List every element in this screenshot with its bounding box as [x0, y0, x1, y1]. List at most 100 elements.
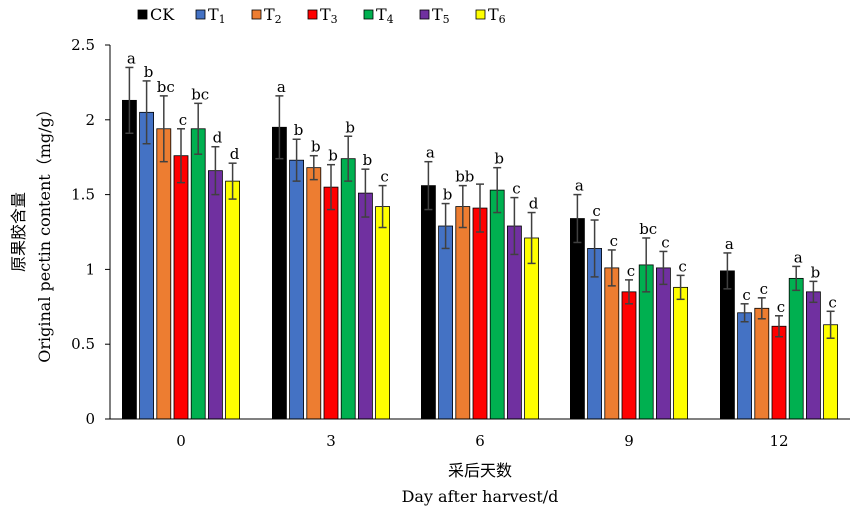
bar — [524, 237, 539, 420]
y-tick-label: 0 — [85, 410, 95, 428]
legend-label: T5 — [432, 5, 450, 26]
y-tick-label: 1 — [85, 260, 95, 278]
bar — [604, 267, 620, 420]
bar — [207, 170, 223, 420]
significance-label: a — [575, 177, 584, 195]
legend-swatch — [475, 9, 486, 20]
y-tick-label: 0.5 — [71, 335, 95, 353]
significance-label: a — [725, 235, 734, 253]
x-tick-label: 9 — [624, 432, 634, 450]
significance-label: b — [294, 121, 304, 139]
axes — [109, 45, 850, 420]
significance-label: a — [426, 144, 435, 162]
legend-swatch — [251, 9, 262, 20]
significance-label: c — [610, 232, 618, 250]
legend: CK T1 T2 T3 T4 T5 T6 — [137, 5, 506, 26]
significance-label: c — [627, 262, 635, 280]
y-axis-title-cn: 原果胶含量 — [9, 192, 28, 272]
bar — [340, 158, 356, 420]
bar — [271, 126, 287, 420]
significance-label: bc — [639, 220, 657, 238]
significance-label: b — [363, 151, 373, 169]
y-tick-label: 1.5 — [71, 186, 95, 204]
significance-label: c — [179, 111, 187, 129]
legend-swatch — [195, 9, 206, 20]
bar — [173, 155, 189, 420]
bar — [375, 206, 391, 420]
x-tick-label: 0 — [176, 432, 186, 450]
bar — [455, 206, 471, 420]
x-axis-title-cn: 采后天数 — [448, 461, 512, 480]
significance-label: a — [277, 78, 286, 96]
bar — [357, 192, 373, 420]
bar — [737, 312, 752, 420]
legend-label: T6 — [488, 5, 506, 26]
significance-label: b — [144, 63, 154, 81]
significance-label: d — [529, 195, 539, 213]
x-ticks: 0 3 6 9 12 — [176, 432, 788, 450]
significance-label: bb — [455, 168, 474, 186]
significance-label: c — [760, 280, 768, 298]
legend-swatch — [419, 9, 430, 20]
significance-label: b — [311, 138, 321, 156]
significance-label: c — [828, 293, 836, 311]
legend-swatch — [307, 9, 318, 20]
significance-label: b — [443, 186, 453, 204]
bar — [754, 307, 770, 420]
bar — [656, 267, 671, 420]
legend-label: T3 — [320, 5, 338, 26]
significance-label: d — [213, 129, 223, 147]
y-ticks: 0 0.5 1 1.5 2 2.5 — [71, 36, 110, 428]
significance-label: c — [512, 180, 520, 198]
bar — [621, 291, 637, 420]
significance-label: a — [127, 49, 136, 67]
legend-label: CK — [150, 5, 175, 24]
bar — [420, 185, 436, 420]
bar — [720, 270, 735, 420]
bar — [489, 189, 505, 420]
significance-label: a — [794, 248, 803, 266]
y-tick-label: 2.5 — [71, 36, 95, 54]
bar — [306, 167, 322, 420]
legend-swatch — [363, 9, 374, 20]
significance-label: c — [661, 233, 669, 251]
bar — [225, 180, 241, 420]
legend-label: T4 — [376, 5, 394, 26]
bar — [289, 159, 305, 420]
significance-label: c — [380, 168, 388, 186]
significance-label: b — [345, 118, 355, 136]
bar — [323, 186, 339, 420]
legend-swatch — [137, 9, 148, 20]
significance-label: c — [592, 202, 600, 220]
significance-label: c — [678, 257, 686, 275]
bar — [438, 225, 454, 420]
bar — [673, 286, 688, 420]
significance-label: b — [328, 147, 338, 165]
y-axis-title-en: Original pectin content（mg/g） — [35, 101, 54, 362]
x-tick-label: 12 — [769, 432, 788, 450]
legend-label: T1 — [208, 5, 226, 26]
bar — [472, 207, 488, 420]
significance-label: b — [494, 150, 504, 168]
significance-label: bc — [157, 78, 175, 96]
x-axis-title-en: Day after harvest/d — [402, 487, 559, 506]
bar — [190, 128, 206, 420]
bar — [122, 99, 137, 420]
x-tick-label: 3 — [326, 432, 336, 450]
y-tick-label: 2 — [85, 111, 95, 129]
legend-label: T2 — [264, 5, 282, 26]
bar — [771, 325, 787, 420]
significance-label: bc — [191, 85, 209, 103]
bar — [788, 277, 804, 420]
significance-label: c — [742, 286, 750, 304]
bar — [139, 111, 155, 420]
x-tick-label: 6 — [475, 432, 485, 450]
bar — [156, 128, 172, 420]
bar — [570, 218, 585, 420]
significance-label: b — [811, 263, 821, 281]
bar — [806, 291, 821, 420]
significance-label: d — [230, 145, 240, 163]
significance-label: c — [777, 298, 785, 316]
